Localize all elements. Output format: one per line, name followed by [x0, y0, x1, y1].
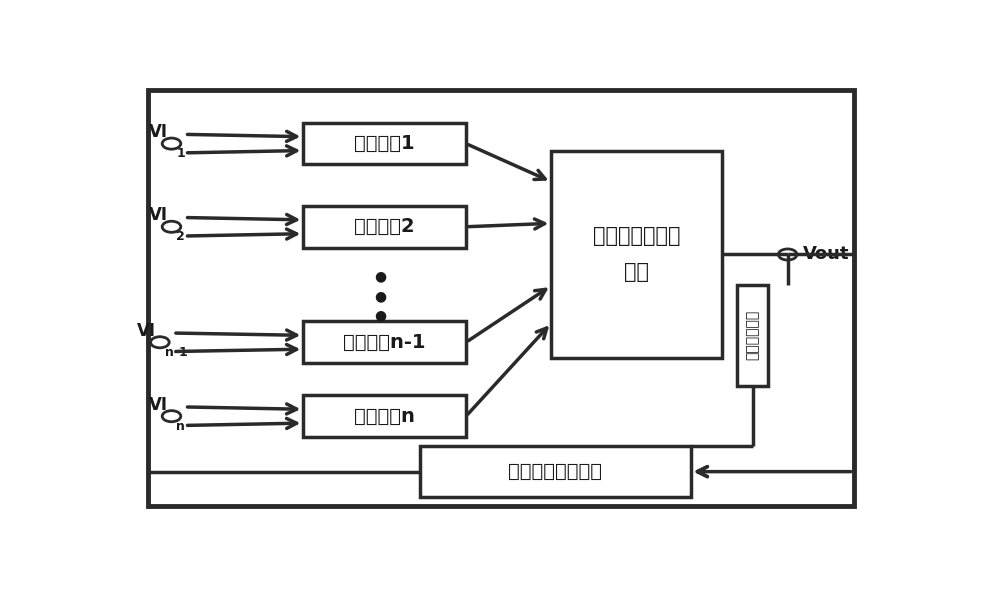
Text: VI: VI	[149, 206, 168, 224]
Text: 突触权重控制电路: 突触权重控制电路	[508, 462, 602, 481]
Bar	[420, 446, 691, 497]
Text: VI: VI	[137, 322, 156, 340]
Text: 神经元激活函数
电路: 神经元激活函数 电路	[593, 226, 680, 283]
Text: VI: VI	[149, 396, 168, 414]
Text: 突触电路n-1: 突触电路n-1	[343, 333, 426, 352]
Bar	[737, 284, 768, 386]
Text: 1: 1	[176, 148, 185, 160]
Bar	[303, 206, 466, 248]
Text: n-1: n-1	[165, 346, 187, 359]
Bar	[551, 151, 722, 358]
Text: ●
●
●: ● ● ●	[375, 269, 387, 323]
Text: n: n	[176, 420, 185, 433]
Text: 权重调节电路: 权重调节电路	[746, 310, 760, 361]
Text: 突触电路2: 突触电路2	[354, 217, 415, 236]
Text: 突触电路n: 突触电路n	[354, 407, 415, 425]
Bar	[303, 322, 466, 363]
Text: 2: 2	[176, 230, 185, 244]
Text: 突触电路1: 突触电路1	[354, 134, 415, 153]
Bar	[303, 123, 466, 164]
Text: Vout: Vout	[803, 245, 850, 263]
Bar	[303, 395, 466, 437]
Text: VI: VI	[149, 124, 168, 141]
